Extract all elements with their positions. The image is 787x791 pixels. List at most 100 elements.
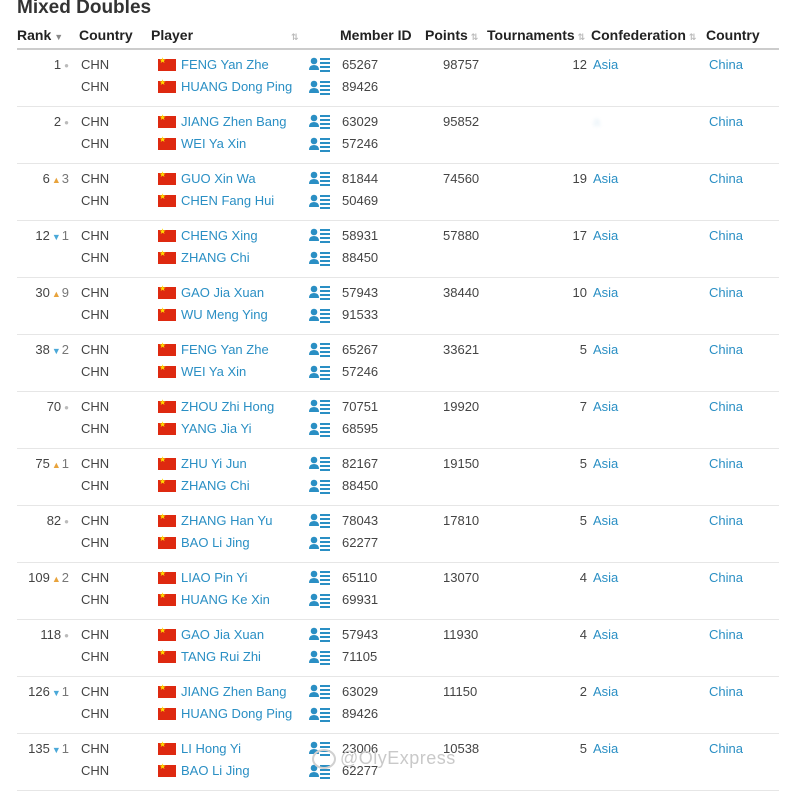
player-profile-icon[interactable] bbox=[309, 308, 331, 323]
country-code: CHN bbox=[81, 513, 110, 528]
rank-cell: 38 ▼2 bbox=[17, 342, 69, 357]
player-link[interactable]: ZHANG Chi bbox=[181, 250, 250, 265]
player-link[interactable]: BAO Li Jing bbox=[181, 535, 250, 550]
player-link[interactable]: ZHU Yi Jun bbox=[181, 456, 247, 471]
player-link[interactable]: WEI Ya Xin bbox=[181, 364, 247, 379]
rank-change: 1 bbox=[61, 456, 69, 471]
player-link[interactable]: CHENG Xing bbox=[181, 228, 258, 243]
country-link[interactable]: China bbox=[709, 627, 743, 642]
player-link[interactable]: YANG Jia Yi bbox=[181, 421, 252, 436]
player-profile-icon[interactable] bbox=[309, 627, 331, 642]
player-profile-icon[interactable] bbox=[309, 593, 331, 608]
player-link[interactable]: GUO Xin Wa bbox=[181, 171, 256, 186]
player-profile-icon[interactable] bbox=[309, 285, 331, 300]
player-link[interactable]: FENG Yan Zhe bbox=[181, 342, 269, 357]
country-link[interactable]: China bbox=[709, 285, 743, 300]
player-profile-icon[interactable] bbox=[309, 114, 331, 129]
country-link[interactable]: China bbox=[709, 57, 743, 72]
player-profile-icon[interactable] bbox=[309, 80, 331, 95]
player-link[interactable]: JIANG Zhen Bang bbox=[181, 114, 287, 129]
player-profile-icon[interactable] bbox=[309, 536, 331, 551]
tournaments-count: 5 bbox=[579, 741, 587, 756]
country-link[interactable]: China bbox=[709, 570, 743, 585]
player-profile-icon[interactable] bbox=[309, 342, 331, 357]
country-link[interactable]: China bbox=[709, 114, 743, 129]
player-profile-icon[interactable] bbox=[309, 251, 331, 266]
rank-value: 2 bbox=[53, 114, 62, 129]
confederation-link[interactable]: Asia bbox=[593, 285, 619, 300]
member-id: 23006 bbox=[342, 741, 379, 756]
player-link[interactable]: TANG Rui Zhi bbox=[181, 649, 261, 664]
player-profile-icon[interactable] bbox=[309, 194, 331, 209]
country-link[interactable]: China bbox=[709, 399, 743, 414]
player-link[interactable]: FENG Yan Zhe bbox=[181, 57, 269, 72]
player-link[interactable]: WEI Ya Xin bbox=[181, 136, 247, 151]
confederation-link[interactable]: Asia bbox=[593, 570, 619, 585]
section-title: Mixed Doubles bbox=[17, 0, 152, 18]
player-profile-icon[interactable] bbox=[309, 707, 331, 722]
player-link[interactable]: HUANG Dong Ping bbox=[181, 706, 293, 721]
sort-arrow-icon: ⇅ bbox=[577, 32, 586, 42]
confederation-link[interactable]: Asia bbox=[593, 399, 619, 414]
player-profile-icon[interactable] bbox=[309, 365, 331, 380]
header-player[interactable]: Player bbox=[151, 27, 194, 43]
player-profile-icon[interactable] bbox=[309, 422, 331, 437]
player-profile-icon[interactable] bbox=[309, 456, 331, 471]
player-link[interactable]: BAO Li Jing bbox=[181, 763, 250, 778]
player-link[interactable]: LI Hong Yi bbox=[181, 741, 241, 756]
sort-arrow-icon: ⇅ bbox=[470, 32, 479, 42]
confederation-link[interactable]: Asia bbox=[593, 456, 619, 471]
player-profile-icon[interactable] bbox=[309, 228, 331, 243]
player-link[interactable]: HUANG Dong Ping bbox=[181, 79, 293, 94]
country-link[interactable]: China bbox=[709, 684, 743, 699]
confederation-link[interactable]: Asia bbox=[593, 513, 619, 528]
player-link[interactable]: JIANG Zhen Bang bbox=[181, 684, 287, 699]
player-link[interactable]: LIAO Pin Yi bbox=[181, 570, 248, 585]
player-link[interactable]: CHEN Fang Hui bbox=[181, 193, 275, 208]
player-link[interactable]: GAO Jia Xuan bbox=[181, 627, 265, 642]
confederation-link[interactable]: Asia bbox=[593, 228, 619, 243]
player-link[interactable]: GAO Jia Xuan bbox=[181, 285, 265, 300]
player-link[interactable]: HUANG Ke Xin bbox=[181, 592, 270, 607]
player-profile-icon[interactable] bbox=[309, 650, 331, 665]
player-profile-icon[interactable] bbox=[309, 57, 331, 72]
rank-value: 1 bbox=[53, 57, 62, 72]
player-link[interactable]: ZHOU Zhi Hong bbox=[181, 399, 275, 414]
header-points[interactable]: Points ⇅ bbox=[425, 27, 479, 43]
player-profile-icon[interactable] bbox=[309, 171, 331, 186]
player-link[interactable]: ZHANG Chi bbox=[181, 478, 250, 493]
weibo-icon bbox=[312, 749, 336, 770]
player-link[interactable]: ZHANG Han Yu bbox=[181, 513, 273, 528]
sort-arrow-icon[interactable]: ⇅ bbox=[291, 32, 299, 42]
confederation-link[interactable]: a bbox=[593, 114, 601, 129]
confederation-link[interactable]: Asia bbox=[593, 684, 619, 699]
country-link[interactable]: China bbox=[709, 513, 743, 528]
player-link[interactable]: WU Meng Ying bbox=[181, 307, 268, 322]
country-link[interactable]: China bbox=[709, 342, 743, 357]
player-profile-icon[interactable] bbox=[309, 399, 331, 414]
country-link[interactable]: China bbox=[709, 741, 743, 756]
confederation-link[interactable]: Asia bbox=[593, 57, 619, 72]
player-profile-icon[interactable] bbox=[309, 684, 331, 699]
player-profile-icon[interactable] bbox=[309, 513, 331, 528]
rank-cell: 135 ▼1 bbox=[17, 741, 69, 756]
country-code: CHN bbox=[81, 706, 110, 721]
player-profile-icon[interactable] bbox=[309, 479, 331, 494]
confederation-link[interactable]: Asia bbox=[593, 171, 619, 186]
confederation-link[interactable]: Asia bbox=[593, 342, 619, 357]
country-link[interactable]: China bbox=[709, 171, 743, 186]
header-confederation[interactable]: Confederation ⇅ bbox=[591, 27, 697, 43]
header-tournaments[interactable]: Tournaments ⇅ bbox=[487, 27, 586, 43]
player-profile-icon[interactable] bbox=[309, 137, 331, 152]
header-country-name[interactable]: Country bbox=[706, 27, 760, 43]
header-country[interactable]: Country bbox=[79, 27, 133, 43]
country-link[interactable]: China bbox=[709, 456, 743, 471]
confederation-link[interactable]: Asia bbox=[593, 741, 619, 756]
watermark: @OlyExpress bbox=[312, 748, 456, 770]
confederation-link[interactable]: Asia bbox=[593, 627, 619, 642]
player-profile-icon[interactable] bbox=[309, 570, 331, 585]
header-member-id[interactable]: Member ID bbox=[340, 27, 412, 43]
china-flag-icon bbox=[158, 113, 176, 128]
country-link[interactable]: China bbox=[709, 228, 743, 243]
header-rank[interactable]: Rank ▼ bbox=[17, 27, 64, 43]
